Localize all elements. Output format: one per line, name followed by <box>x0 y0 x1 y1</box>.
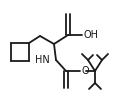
Text: O: O <box>81 66 89 76</box>
Text: HN: HN <box>35 55 50 65</box>
Text: OH: OH <box>83 30 98 40</box>
